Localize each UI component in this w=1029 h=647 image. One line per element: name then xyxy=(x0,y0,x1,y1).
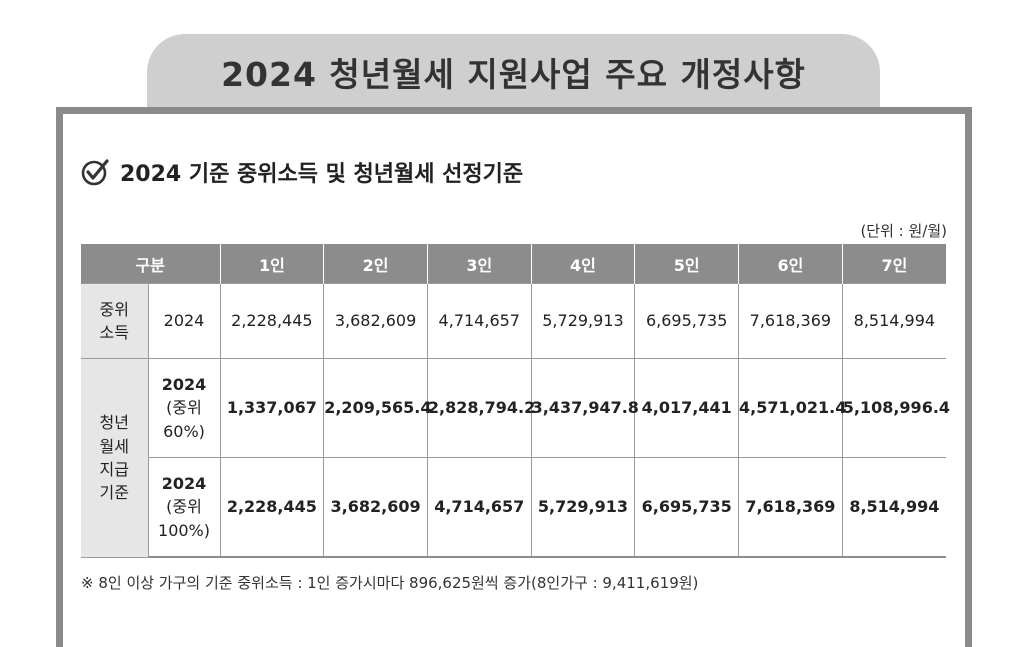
table-cell: 4,017,441 xyxy=(634,358,740,458)
row-ratio: (중위 100%) xyxy=(158,497,210,540)
table-cell: 2,209,565.4 xyxy=(323,358,432,458)
table-cell: 2,228,445 xyxy=(219,457,325,558)
header-cell: 2인 xyxy=(323,244,428,284)
row-ratio: (중위 60%) xyxy=(163,398,205,441)
header-cell: 7인 xyxy=(841,244,946,284)
table-cell: 5,729,913 xyxy=(530,283,636,359)
header-cell: 5인 xyxy=(634,244,739,284)
row-group-label: 청년 월세 지급 기준 xyxy=(81,358,149,558)
check-circle-icon xyxy=(81,159,109,186)
unit-note: (단위 : 원/월) xyxy=(860,222,947,240)
section-header: 2024 기준 중위소득 및 청년월세 선정기준 xyxy=(80,155,523,189)
table-cell: 3,682,609 xyxy=(323,283,428,359)
table-cell: 7,618,369 xyxy=(738,283,843,359)
table-header-row: 구분 1인 2인 3인 4인 5인 6인 7인 xyxy=(81,244,946,284)
section-heading: 2024 기준 중위소득 및 청년월세 선정기준 xyxy=(120,162,524,187)
header-cell: 1인 xyxy=(219,244,324,284)
table-cell: 4,714,657 xyxy=(426,283,532,359)
table-cell: 4,714,657 xyxy=(426,457,532,558)
row-year: 2024 (중위 100%) xyxy=(148,457,221,558)
header-cell: 6인 xyxy=(738,244,843,284)
table-cell: 5,108,996.4 xyxy=(841,358,950,458)
row-year-text: 2024 xyxy=(161,474,207,494)
table-cell: 3,437,947.8 xyxy=(530,358,639,458)
row-year: 2024 (중위 60%) xyxy=(147,358,221,458)
table-cell: 3,682,609 xyxy=(323,457,428,558)
table-row: 2024 (중위 100%) 2,228,445 3,682,609 4,714… xyxy=(81,457,946,558)
table-cell: 5,729,913 xyxy=(530,457,636,558)
table-row: 중위 소득 2024 2,228,445 3,682,609 4,714,657… xyxy=(81,283,946,359)
table-cell: 6,695,735 xyxy=(634,457,740,558)
table-row: 청년 월세 지급 기준 2024 (중위 60%) 1,337,067 2,20… xyxy=(81,358,950,558)
page-title: 2024 청년월세 지원사업 주요 개정사항 xyxy=(221,55,806,94)
table-cell: 8,514,994 xyxy=(841,457,946,558)
table-cell: 7,618,369 xyxy=(738,457,843,558)
row-year-text: 2024 xyxy=(161,375,207,395)
table-cell: 6,695,735 xyxy=(634,283,740,359)
table-cell: 2,828,794.2 xyxy=(426,358,535,458)
header-cell: 구분 xyxy=(81,244,221,284)
table-cell: 8,514,994 xyxy=(841,283,946,359)
row-year: 2024 xyxy=(147,283,221,359)
criteria-table: 구분 1인 2인 3인 4인 5인 6인 7인 중위 소득 2024 2,228… xyxy=(81,244,950,558)
header-cell: 3인 xyxy=(426,244,532,284)
header-cell: 4인 xyxy=(530,244,635,284)
table-cell: 4,571,021.4 xyxy=(738,358,846,458)
footnote: ※ 8인 이상 가구의 기준 중위소득 : 1인 증가시마다 896,625원씩… xyxy=(81,574,699,592)
row-group-label: 중위 소득 xyxy=(81,283,149,359)
table-cell: 2,228,445 xyxy=(219,283,325,359)
table-cell: 1,337,067 xyxy=(219,358,325,458)
title-banner: 2024 청년월세 지원사업 주요 개정사항 xyxy=(147,34,880,108)
